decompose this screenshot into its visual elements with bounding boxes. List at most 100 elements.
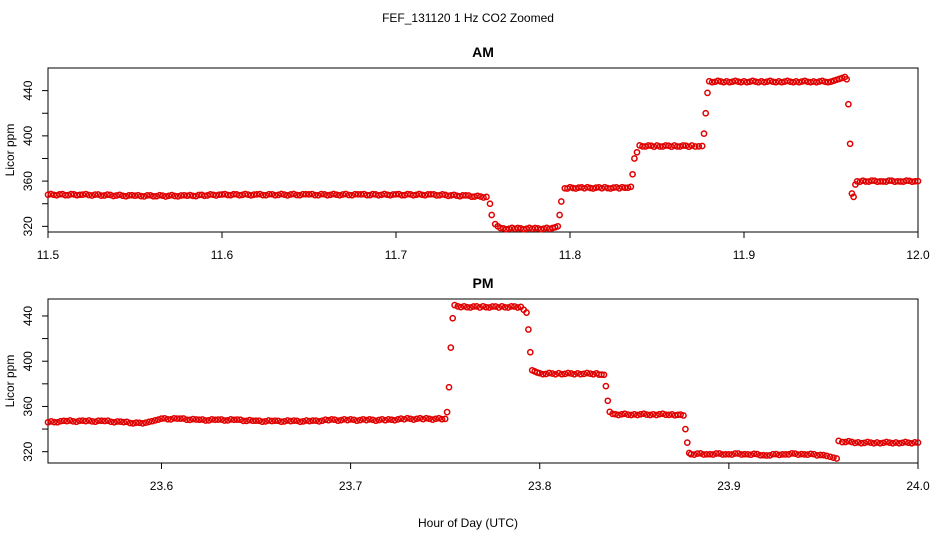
data-point <box>293 191 301 199</box>
data-point <box>47 190 55 198</box>
data-point <box>331 416 339 424</box>
panel-am: AM Licor ppm 11.5 11.6 11.7 11.8 11.9 12.0 320 36… <box>3 44 930 262</box>
data-point <box>846 140 854 148</box>
y-tick-label-pm: 320 <box>21 441 35 461</box>
y-tick-label-pm: 400 <box>21 351 35 371</box>
data-point <box>700 130 708 137</box>
data-point <box>170 414 178 422</box>
y-tick-label-am: 360 <box>21 171 35 191</box>
data-point <box>477 193 484 200</box>
data-point <box>653 411 660 419</box>
data-point <box>463 303 471 311</box>
data-point <box>908 439 916 447</box>
data-point <box>848 438 856 446</box>
data-point <box>634 411 641 419</box>
data-point <box>567 370 575 377</box>
data-point <box>337 416 345 424</box>
y-axis-label-pm: Licor ppm <box>3 355 17 408</box>
data-point <box>330 190 337 198</box>
data-point <box>864 438 871 446</box>
data-point <box>911 177 919 185</box>
data-point <box>241 190 249 198</box>
data-point <box>233 416 241 423</box>
data-point <box>693 450 701 457</box>
data-point <box>537 225 545 233</box>
data-point <box>726 78 733 86</box>
data-point <box>577 370 585 378</box>
data-point <box>73 418 80 426</box>
data-point <box>432 415 440 423</box>
data-point <box>460 302 468 310</box>
data-point <box>833 455 841 462</box>
data-point <box>375 191 382 199</box>
data-point <box>679 142 687 149</box>
data-point <box>212 192 220 199</box>
data-point <box>101 417 109 425</box>
data-point <box>444 192 452 200</box>
data-point <box>441 415 449 423</box>
x-axis-label: Hour of Day (UTC) <box>418 516 518 530</box>
data-point <box>315 418 323 425</box>
data-point <box>492 303 499 310</box>
data-point <box>885 177 893 184</box>
data-point <box>649 410 657 418</box>
data-point <box>629 170 636 178</box>
plot-frame-am <box>47 67 919 233</box>
data-point <box>443 408 451 416</box>
data-point <box>722 450 730 458</box>
data-point <box>857 439 865 447</box>
data-point <box>207 191 214 198</box>
data-point <box>842 438 849 446</box>
data-point <box>88 192 96 199</box>
data-point <box>898 439 906 447</box>
data-point <box>249 417 257 425</box>
data-point <box>818 77 826 85</box>
data-point <box>785 451 793 458</box>
data-point <box>306 417 313 425</box>
data-point <box>445 383 453 391</box>
data-point <box>523 309 530 316</box>
data-point <box>691 143 699 150</box>
data-point <box>344 416 351 424</box>
data-point <box>378 415 386 423</box>
data-point <box>640 410 648 418</box>
data-point <box>747 451 755 459</box>
data-point <box>167 416 175 423</box>
data-point <box>230 190 237 198</box>
data-point <box>386 191 394 199</box>
data-point <box>113 418 121 425</box>
data-point <box>296 418 304 426</box>
data-point <box>612 410 619 418</box>
data-point <box>302 190 310 198</box>
y-tick-label-am: 440 <box>21 80 35 100</box>
data-point <box>419 415 427 423</box>
data-point <box>265 190 273 198</box>
data-point <box>303 417 310 424</box>
data-point <box>552 370 559 378</box>
data-point <box>422 414 430 422</box>
data-point <box>801 77 809 85</box>
data-point <box>148 417 156 425</box>
data-point <box>873 439 881 446</box>
data-point <box>489 303 496 310</box>
data-point <box>753 450 761 458</box>
data-point <box>76 191 84 199</box>
data-point <box>274 191 282 199</box>
data-point <box>816 451 824 459</box>
data-point <box>702 109 710 117</box>
data-point <box>703 450 711 458</box>
data-point <box>259 191 267 199</box>
data-point <box>132 419 140 426</box>
data-point <box>545 369 553 377</box>
data-point <box>892 439 900 446</box>
data-point <box>186 191 194 199</box>
panel-title-pm: PM <box>473 275 494 291</box>
data-point <box>903 177 910 184</box>
data-point <box>202 417 209 424</box>
data-point <box>779 451 786 458</box>
data-point <box>334 417 342 425</box>
y-axis-label-am: Licor ppm <box>3 124 17 177</box>
data-point <box>57 417 64 425</box>
panel-title-am: AM <box>472 44 494 60</box>
data-point <box>95 417 102 425</box>
